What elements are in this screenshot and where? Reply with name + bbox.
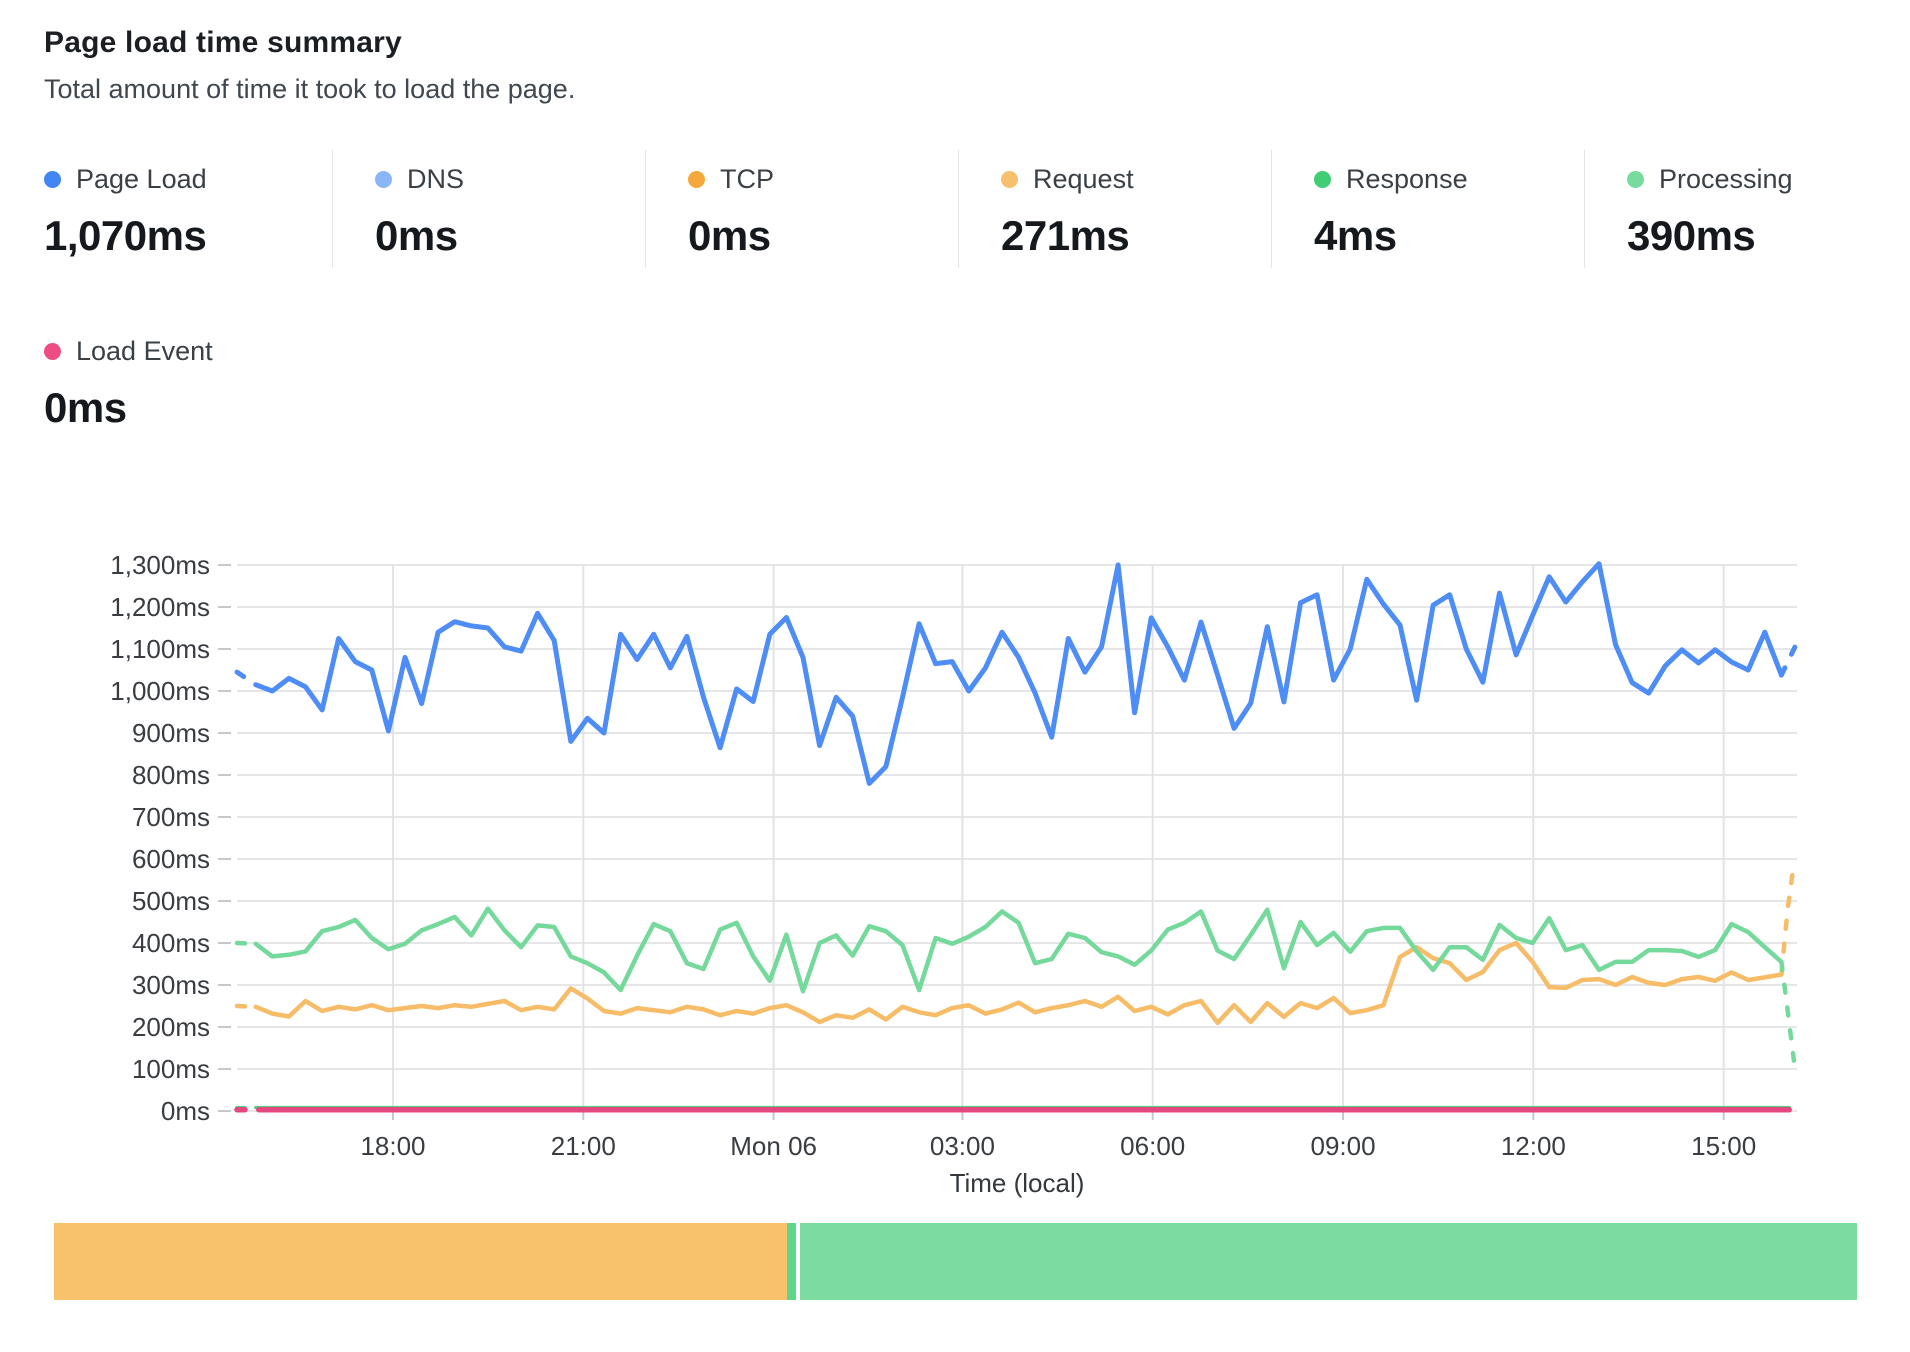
legend-metric-tcp[interactable]: TCP 0ms: [645, 150, 958, 268]
x-axis-label: 18:00: [360, 1131, 425, 1161]
legend-metric-value: 4ms: [1314, 212, 1397, 259]
y-axis-label: 200ms: [132, 1012, 210, 1042]
legend-dot-icon: [1314, 171, 1331, 188]
legend-metric-value: 0ms: [375, 212, 458, 259]
legend-metric-head: Load Event: [44, 336, 213, 367]
legend-dot-icon: [375, 171, 392, 188]
x-axis-label: 15:00: [1691, 1131, 1756, 1161]
legend-dot-icon: [44, 171, 61, 188]
x-axis-title: Time (local): [950, 1168, 1085, 1198]
request-tail-line: [1779, 860, 1797, 977]
legend-metric-head: Response: [1314, 164, 1584, 195]
y-axis-label: 0ms: [161, 1096, 210, 1126]
y-axis-label: 1,000ms: [110, 676, 210, 706]
x-axis-label: 06:00: [1120, 1131, 1185, 1161]
processing-line: [253, 906, 1784, 994]
legend-metric-label: TCP: [720, 164, 774, 194]
y-axis-label: 300ms: [132, 970, 210, 1000]
y-axis-label: 1,100ms: [110, 634, 210, 664]
timeline-segment-degraded-period[interactable]: [54, 1223, 787, 1300]
y-axis-label: 900ms: [132, 718, 210, 748]
legend-dot-icon: [44, 343, 61, 360]
legend-metric-label: Processing: [1659, 164, 1793, 194]
page-load-time-chart: 0ms 100ms 200ms 300ms 400ms 500ms 600ms 700ms 80…: [110, 550, 1800, 1198]
processing-lead-line: [234, 940, 258, 947]
page-load-line: [253, 561, 1784, 786]
timeline-segment-ok-period[interactable]: [800, 1223, 1857, 1300]
timeline-segment-ok-period-short[interactable]: [787, 1223, 796, 1300]
legend-dot-icon: [1627, 171, 1644, 188]
legend-metric-label: Request: [1033, 164, 1134, 194]
y-axis-label: 100ms: [132, 1054, 210, 1084]
legend-metric-label: Page Load: [76, 164, 207, 194]
x-axis-label: Mon 06: [730, 1131, 817, 1161]
legend-metric-value: 0ms: [44, 384, 127, 431]
metrics-legend-row-2: Load Event 0ms: [44, 322, 213, 440]
request-lead-line: [234, 1003, 258, 1010]
status-timeline-bar: [0, 1223, 1910, 1300]
y-axis-label: 500ms: [132, 886, 210, 916]
legend-metric-request[interactable]: Request 271ms: [958, 150, 1271, 268]
legend-metric-value: 390ms: [1627, 212, 1756, 259]
processing-tail-line: [1779, 959, 1797, 1063]
legend-metric-label: DNS: [407, 164, 465, 194]
legend-metric-head: TCP: [688, 164, 958, 195]
legend-metric-dns[interactable]: DNS 0ms: [332, 150, 645, 268]
legend-metric-head: DNS: [375, 164, 645, 195]
y-axis-label: 1,300ms: [110, 550, 210, 580]
page-subtitle: Total amount of time it took to load the…: [44, 74, 576, 104]
y-axis-label: 800ms: [132, 760, 210, 790]
x-axis-label: 21:00: [551, 1131, 616, 1161]
legend-metric-label: Response: [1346, 164, 1468, 194]
metrics-legend-row: Page Load 1,070ms DNS 0ms TCP 0ms Request 271ms…: [44, 150, 1897, 268]
legend-metric-value: 1,070ms: [44, 212, 207, 259]
legend-dot-icon: [1001, 171, 1018, 188]
legend-metric-value: 0ms: [688, 212, 771, 259]
page-title: Page load time summary: [44, 26, 402, 59]
y-axis-label: 400ms: [132, 928, 210, 958]
legend-metric-label: Load Event: [76, 336, 213, 366]
legend-metric-page-load[interactable]: Page Load 1,070ms: [44, 150, 332, 268]
page-load-lead-line: [234, 669, 259, 688]
y-axis-label: 600ms: [132, 844, 210, 874]
page-load-tail-line: [1778, 640, 1800, 678]
y-axis-label: 700ms: [132, 802, 210, 832]
legend-metric-value: 271ms: [1001, 212, 1130, 259]
x-axis-label: 09:00: [1311, 1131, 1376, 1161]
x-axis-label: 12:00: [1501, 1131, 1566, 1161]
request-line: [253, 940, 1784, 1026]
legend-metric-head: Processing: [1627, 164, 1897, 195]
legend-metric-processing[interactable]: Processing 390ms: [1584, 150, 1897, 268]
legend-metric-head: Request: [1001, 164, 1271, 195]
legend-metric-response[interactable]: Response 4ms: [1271, 150, 1584, 268]
legend-metric-load-event[interactable]: Load Event 0ms: [44, 322, 213, 440]
x-axis-label: 03:00: [930, 1131, 995, 1161]
y-axis-label: 1,200ms: [110, 592, 210, 622]
legend-dot-icon: [688, 171, 705, 188]
legend-metric-head: Page Load: [44, 164, 332, 195]
